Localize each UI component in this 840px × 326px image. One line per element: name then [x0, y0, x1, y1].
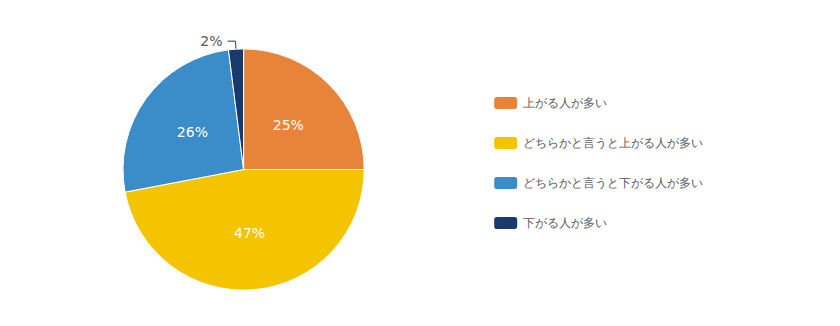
svg-text:どちらかと言うと上がる人が多い: どちらかと言うと上がる人が多い	[523, 136, 703, 150]
svg-text:どちらかと言うと下がる人が多い: どちらかと言うと下がる人が多い	[523, 176, 703, 190]
svg-text:47%: 47%	[234, 225, 265, 241]
svg-text:25%: 25%	[273, 117, 304, 133]
svg-text:2%: 2%	[200, 33, 222, 49]
svg-text:上がる人が多い: 上がる人が多い	[523, 96, 607, 110]
svg-text:26%: 26%	[177, 124, 208, 140]
svg-text:下がる人が多い: 下がる人が多い	[523, 216, 607, 230]
